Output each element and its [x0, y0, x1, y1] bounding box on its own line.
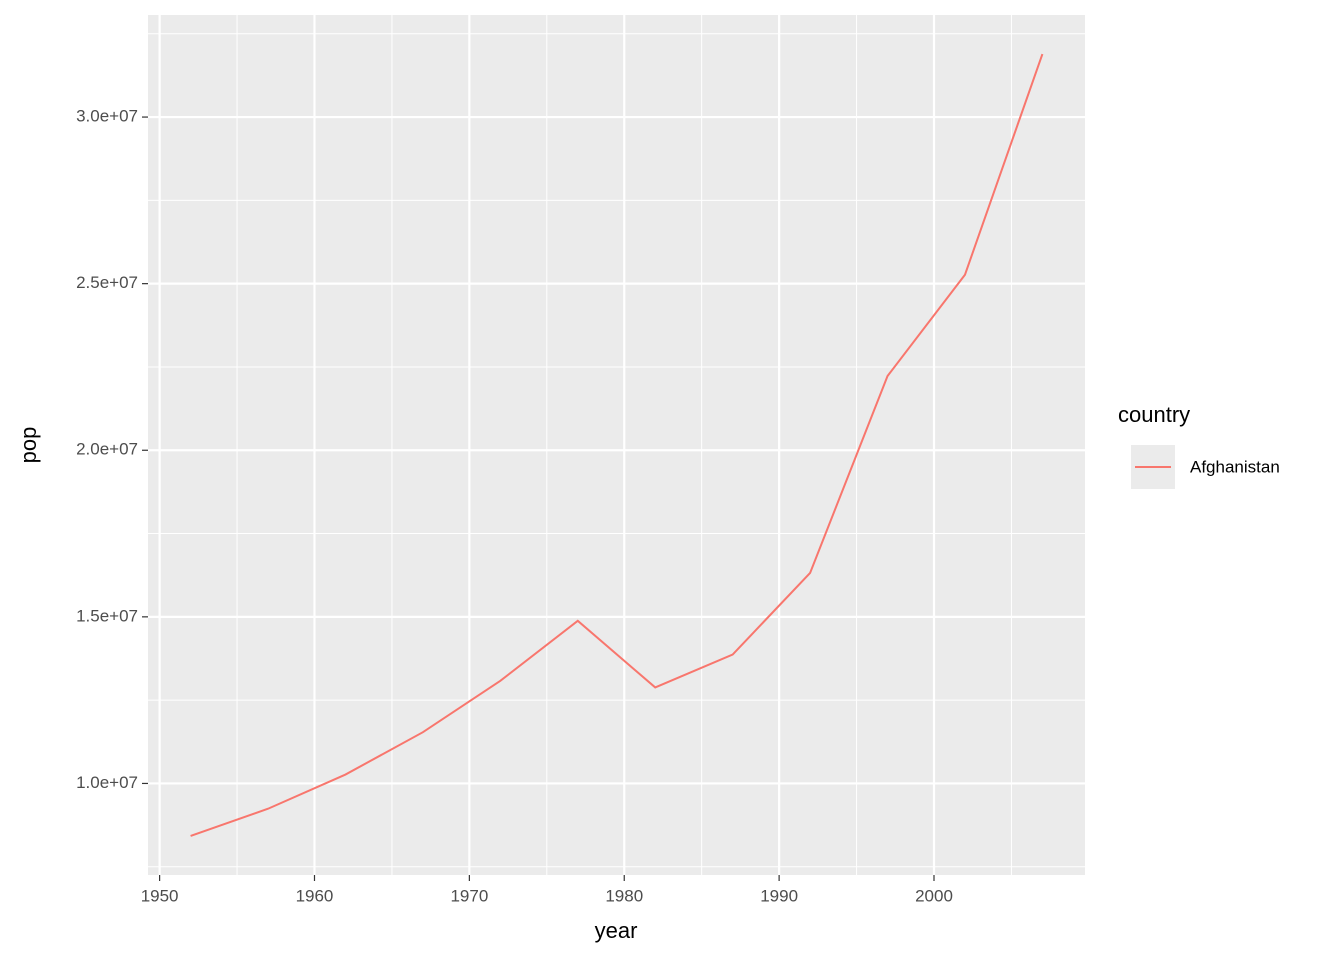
legend-label: Afghanistan — [1190, 457, 1280, 476]
x-tick-label: 1950 — [141, 886, 179, 905]
x-tick-label: 1980 — [605, 886, 643, 905]
line — [190, 53, 1044, 837]
x-tick-label: 2000 — [915, 886, 953, 905]
y-tick-label: 3.0e+07 — [76, 107, 138, 126]
x-tick-label: 1990 — [760, 886, 798, 905]
x-tick-label: 1970 — [450, 886, 488, 905]
y-axis-title: pop — [16, 427, 41, 464]
panel — [148, 15, 1085, 875]
legend-title: country — [1118, 402, 1190, 427]
x-tick-label: 1960 — [296, 886, 334, 905]
x-axis-title: year — [595, 918, 638, 943]
y-tick-label: 2.0e+07 — [76, 440, 138, 459]
y-tick-label: 2.5e+07 — [76, 273, 138, 292]
y-tick-label: 1.0e+07 — [76, 773, 138, 792]
y-tick-label: 1.5e+07 — [76, 606, 138, 625]
